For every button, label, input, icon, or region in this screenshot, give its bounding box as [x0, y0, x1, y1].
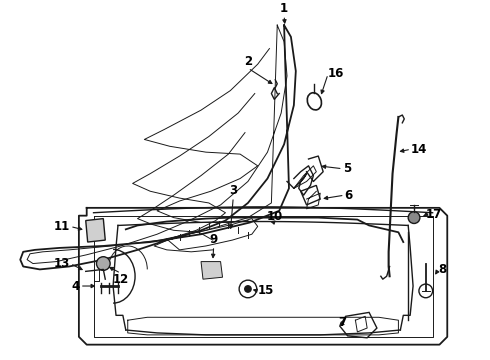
Text: 7: 7 — [338, 316, 346, 329]
Circle shape — [408, 212, 420, 224]
Text: 2: 2 — [244, 55, 252, 68]
Text: 5: 5 — [343, 162, 351, 175]
Polygon shape — [86, 219, 105, 242]
Text: 16: 16 — [328, 67, 344, 81]
Text: 12: 12 — [113, 273, 129, 286]
Text: 8: 8 — [439, 263, 447, 276]
Circle shape — [97, 257, 110, 270]
Text: 11: 11 — [54, 220, 70, 233]
Text: 15: 15 — [258, 284, 274, 297]
Text: 17: 17 — [426, 208, 442, 221]
Text: 6: 6 — [344, 189, 353, 202]
Circle shape — [244, 285, 252, 293]
Text: 10: 10 — [266, 210, 282, 222]
Text: 3: 3 — [229, 184, 237, 197]
Text: 1: 1 — [280, 3, 288, 15]
Text: 13: 13 — [54, 257, 70, 270]
Polygon shape — [201, 262, 222, 279]
Text: 4: 4 — [72, 279, 80, 293]
Text: 14: 14 — [411, 143, 427, 156]
Text: 9: 9 — [210, 233, 218, 246]
